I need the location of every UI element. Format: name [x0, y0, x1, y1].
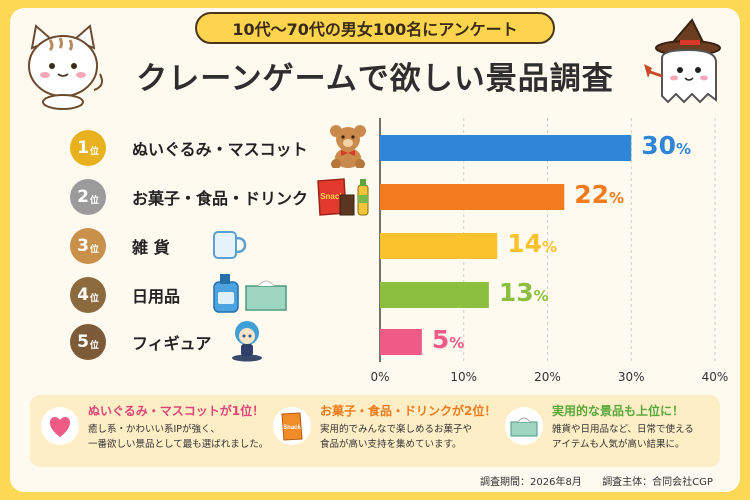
feature-title: お菓子・食品・ドリンクが2位！	[320, 404, 497, 418]
bar-value-number: 13	[498, 278, 534, 307]
category-label: 雑 貨	[132, 238, 170, 257]
snack-food-drink-icon: Snack	[317, 178, 369, 216]
feature-2: Snack お菓子・食品・ドリンクが2位！ 実用的でみんなで楽しめるお菓子や 食…	[272, 400, 502, 462]
bar-value-percent: %	[449, 334, 465, 352]
feature-line: 実用的でみんなで楽しめるお菓子や	[320, 424, 473, 435]
x-tick-label: 10%	[450, 370, 478, 384]
bar	[380, 282, 489, 308]
bars	[380, 135, 632, 355]
bar	[380, 233, 498, 259]
rank-suffix: 位	[89, 341, 99, 351]
survey-subtitle: 10代〜70代の男女100名にアンケート	[195, 12, 555, 44]
cat-mascot-icon	[28, 24, 103, 110]
bar-value-percent: %	[533, 287, 549, 305]
feature-title: ぬいぐるみ・マスコットが1位！	[88, 404, 265, 418]
bar	[380, 135, 632, 161]
feature-line: 一番欲しい景品として最も選ばれました。	[88, 439, 269, 450]
survey-organizer: 調査主体：合同会社CGP	[602, 477, 713, 488]
bar-value-label: 22%	[574, 180, 624, 209]
rank-row: 1 位 ぬいぐるみ・マスコット	[70, 130, 308, 166]
category-label: お菓子・食品・ドリンク	[132, 189, 309, 208]
snack-bag-icon: Snack	[273, 407, 311, 445]
feature-1: ぬいぐるみ・マスコットが1位！ 癒し系・かわいい系IPが強く、 一番欲しい景品と…	[40, 400, 270, 462]
feature-text: 雑貨や日用品など、日常で使える アイテムも人気が高い結果に。	[552, 422, 694, 452]
feature-line: 癒し系・かわいい系IPが強く、	[88, 424, 221, 435]
rank-suffix: 位	[89, 294, 99, 304]
category-label: フィギュア	[132, 334, 212, 353]
bar	[380, 184, 565, 210]
rank-number: 4	[77, 285, 89, 305]
feature-line: アイテムも人気が高い結果に。	[552, 439, 685, 450]
bar-value-label: 14%	[507, 229, 557, 258]
bar-value-label: 30%	[641, 131, 691, 160]
snack-bag-icon-label: Snack	[283, 425, 301, 431]
bar-value-percent: %	[609, 189, 625, 207]
rank-number: 1	[77, 138, 89, 158]
x-tick-label: 40%	[701, 370, 729, 384]
survey-period: 調査期間：2026年8月	[480, 477, 582, 488]
heart-icon	[41, 407, 79, 445]
x-tick-label: 30%	[617, 370, 645, 384]
bar-value-number: 30	[641, 131, 677, 160]
x-tick-label: 20%	[534, 370, 561, 384]
bar-value-number: 22	[574, 180, 610, 209]
subtitle-text: 10代〜70代の男女100名にアンケート	[232, 20, 518, 39]
feature-3: 実用的な景品も上位に！ 雑貨や日用品など、日常で使える アイテムも人気が高い結果…	[504, 400, 718, 462]
rank-row: 4 位 日用品	[70, 277, 180, 313]
rank-suffix: 位	[89, 245, 99, 255]
mug-icon	[213, 231, 247, 259]
survey-footer: 調査期間：2026年8月 調査主体：合同会社CGP	[480, 473, 713, 488]
teddy-bear-icon	[330, 125, 366, 168]
summary-box	[30, 395, 720, 467]
snack-bag-label: Snack	[320, 192, 344, 201]
feature-text: 癒し系・かわいい系IPが強く、 一番欲しい景品として最も選ばれました。	[88, 422, 268, 452]
ghost-witch-mascot-icon	[644, 18, 721, 104]
bar	[380, 329, 422, 355]
feature-text: 実用的でみんなで楽しめるお菓子や 食品が高い支持を集めています。	[320, 422, 472, 452]
rank-suffix: 位	[89, 147, 99, 157]
category-label: 日用品	[132, 287, 181, 306]
rank-number: 5	[77, 332, 89, 352]
rank-number: 3	[77, 236, 89, 256]
bar-value-percent: %	[542, 238, 558, 256]
feature-title: 実用的な景品も上位に！	[552, 404, 685, 418]
category-label: ぬいぐるみ・マスコット	[132, 140, 308, 159]
feature-line: 食品が高い支持を集めています。	[320, 439, 462, 450]
rank-row: 5 位 フィギュア	[70, 324, 211, 360]
bar-value-label: 13%	[499, 278, 549, 307]
bar-value-number: 14	[507, 229, 543, 258]
detergent-tissue-icon	[213, 274, 287, 313]
bar-value-label: 5%	[432, 325, 464, 354]
page-title: クレーンゲームで欲しい景品調査	[136, 60, 614, 97]
rank-row: 2 位 お菓子・食品・ドリンク	[70, 179, 308, 215]
bar-value-number: 5	[431, 325, 450, 354]
bar-value-percent: %	[676, 140, 692, 158]
x-tick-label: 0%	[370, 370, 390, 384]
figure-icon	[232, 321, 262, 362]
tissue-box-icon	[505, 407, 543, 445]
feature-line: 雑貨や日用品など、日常で使える	[552, 424, 694, 435]
rank-number: 2	[77, 187, 89, 207]
rank-suffix: 位	[89, 196, 99, 206]
